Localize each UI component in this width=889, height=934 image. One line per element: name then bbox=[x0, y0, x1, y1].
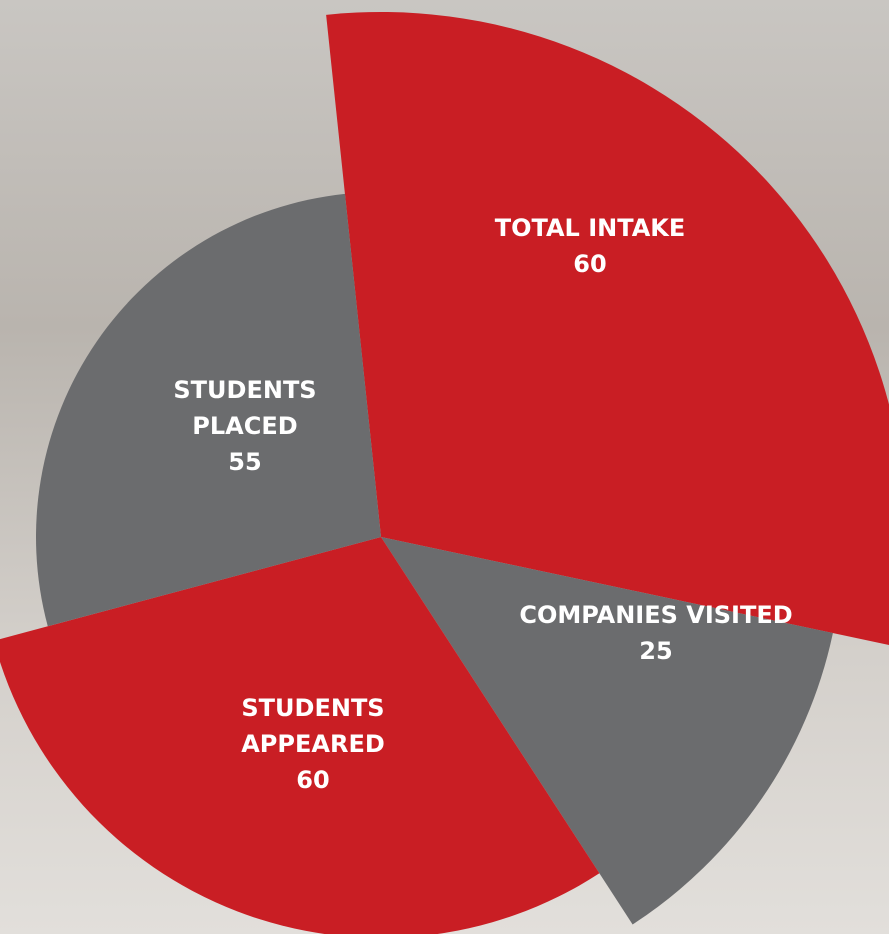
slice bbox=[381, 537, 833, 925]
category-label: COMPANIES VISITED bbox=[519, 601, 793, 629]
value-label: 55 bbox=[228, 448, 262, 476]
slice bbox=[35, 193, 381, 627]
category-label: STUDENTS PLACED bbox=[173, 376, 317, 440]
slice bbox=[0, 537, 600, 934]
value-label: 60 bbox=[296, 766, 330, 794]
value-label: 25 bbox=[639, 637, 673, 665]
slice-label: COMPANIES VISITED 25 bbox=[486, 597, 826, 669]
slice bbox=[326, 12, 889, 645]
slice-label: STUDENTS APPEARED 60 bbox=[213, 690, 413, 798]
category-label: TOTAL INTAKE bbox=[494, 214, 686, 242]
value-label: 60 bbox=[573, 250, 607, 278]
slice-label: STUDENTS PLACED 55 bbox=[145, 372, 345, 480]
slice-label: TOTAL INTAKE 60 bbox=[460, 210, 720, 282]
category-label: STUDENTS APPEARED bbox=[241, 694, 385, 758]
